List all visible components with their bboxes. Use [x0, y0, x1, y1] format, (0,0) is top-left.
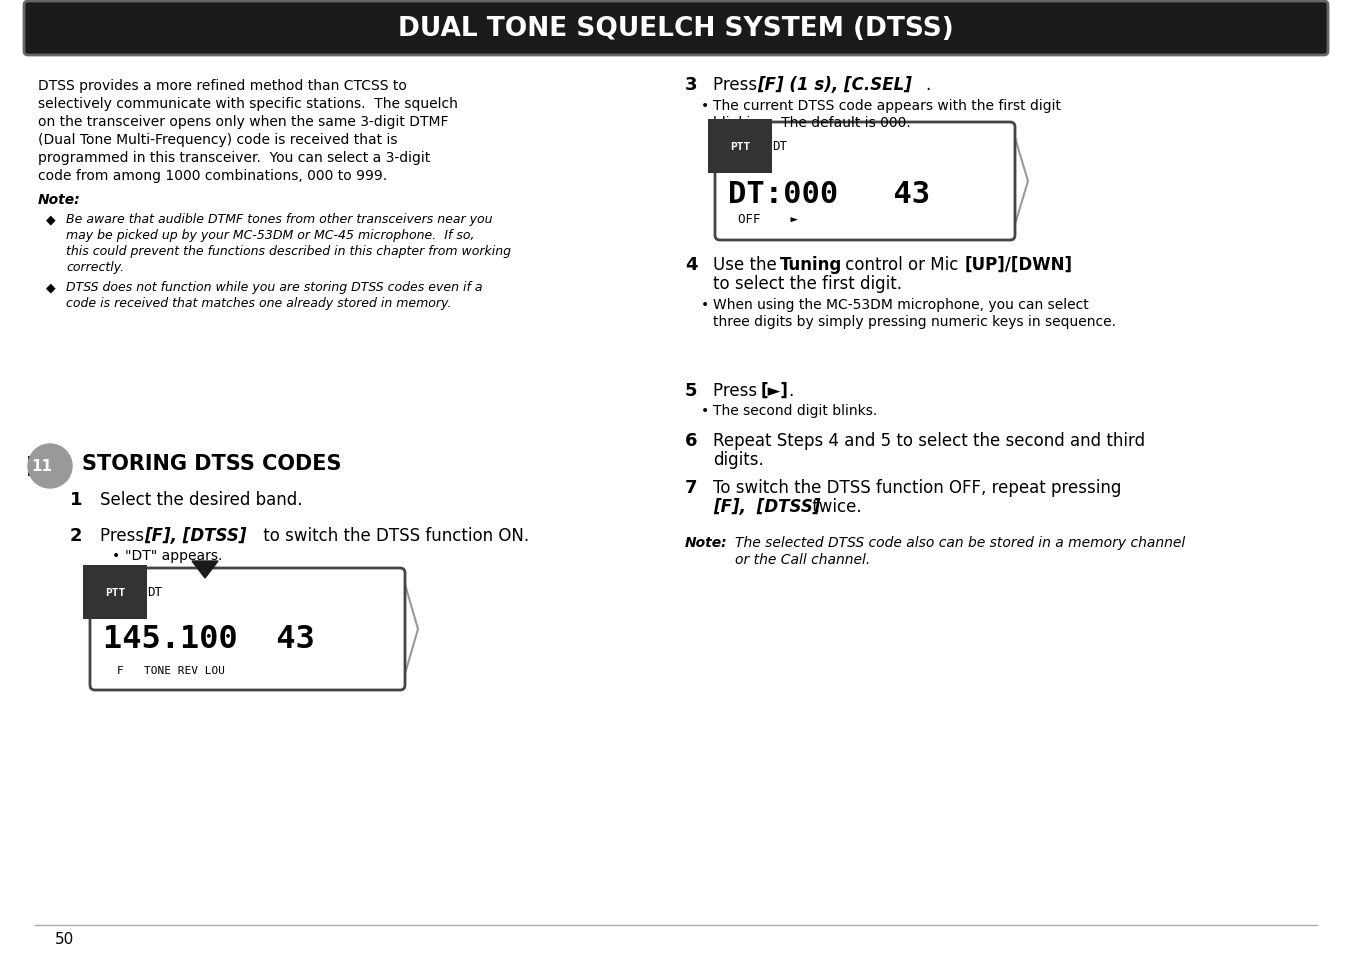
Text: blinking.  The default is 000.: blinking. The default is 000.	[713, 116, 911, 130]
Text: Press: Press	[713, 76, 763, 94]
Text: PTT: PTT	[105, 587, 126, 598]
Text: •: •	[700, 297, 710, 312]
Polygon shape	[192, 561, 218, 578]
Text: Tuning: Tuning	[780, 255, 842, 274]
Text: digits.: digits.	[713, 451, 764, 469]
Text: to select the first digit.: to select the first digit.	[713, 274, 902, 293]
FancyBboxPatch shape	[24, 2, 1328, 56]
Text: [F],: [F],	[713, 497, 746, 516]
Text: selectively communicate with specific stations.  The squelch: selectively communicate with specific st…	[38, 97, 458, 111]
Text: DTSS does not function while you are storing DTSS codes even if a: DTSS does not function while you are sto…	[66, 281, 483, 294]
Text: 50: 50	[55, 931, 74, 946]
Text: 3: 3	[685, 76, 698, 94]
Text: [F], [DTSS]: [F], [DTSS]	[145, 526, 246, 544]
Text: [F] (1 s), [C.SEL]: [F] (1 s), [C.SEL]	[757, 76, 911, 94]
Text: The second digit blinks.: The second digit blinks.	[713, 403, 877, 417]
Text: 6: 6	[685, 432, 698, 450]
Text: on the transceiver opens only when the same 3-digit DTMF: on the transceiver opens only when the s…	[38, 115, 449, 129]
FancyBboxPatch shape	[91, 568, 406, 690]
Text: [►]: [►]	[761, 381, 788, 399]
Text: •: •	[700, 403, 710, 417]
Text: DTSS provides a more refined method than CTCSS to: DTSS provides a more refined method than…	[38, 79, 407, 92]
Text: 1: 1	[70, 491, 82, 509]
Text: Note:: Note:	[38, 193, 81, 207]
Text: ◆: ◆	[46, 213, 55, 226]
Text: PTT: PTT	[730, 142, 750, 152]
Text: three digits by simply pressing numeric keys in sequence.: three digits by simply pressing numeric …	[713, 314, 1115, 329]
Text: 4: 4	[685, 255, 698, 274]
Text: (Dual Tone Multi-Frequency) code is received that is: (Dual Tone Multi-Frequency) code is rece…	[38, 132, 397, 147]
Text: •: •	[112, 548, 120, 562]
Text: •: •	[700, 99, 710, 112]
Text: DUAL TONE SQUELCH SYSTEM (DTSS): DUAL TONE SQUELCH SYSTEM (DTSS)	[397, 16, 955, 42]
Text: DT:000   43: DT:000 43	[727, 180, 930, 209]
Text: ◆: ◆	[46, 281, 55, 294]
Text: Press: Press	[713, 381, 763, 399]
Text: F   TONE REV LOU: F TONE REV LOU	[118, 665, 224, 676]
Text: twice.: twice.	[807, 497, 861, 516]
Text: Repeat Steps 4 and 5 to select the second and third: Repeat Steps 4 and 5 to select the secon…	[713, 432, 1145, 450]
Text: Use the: Use the	[713, 255, 781, 274]
Text: may be picked up by your MC-53DM or MC-45 microphone.  If so,: may be picked up by your MC-53DM or MC-4…	[66, 229, 475, 242]
Text: .: .	[788, 381, 794, 399]
Text: The selected DTSS code also can be stored in a memory channel: The selected DTSS code also can be store…	[735, 536, 1186, 550]
Text: To switch the DTSS function OFF, repeat pressing: To switch the DTSS function OFF, repeat …	[713, 478, 1126, 497]
Text: .: .	[925, 76, 930, 94]
Text: When using the MC-53DM microphone, you can select: When using the MC-53DM microphone, you c…	[713, 297, 1088, 312]
Text: Press: Press	[100, 526, 149, 544]
Text: 7: 7	[685, 478, 698, 497]
Text: correctly.: correctly.	[66, 261, 124, 274]
Text: 2: 2	[70, 526, 82, 544]
Text: [DTSS]: [DTSS]	[750, 497, 821, 516]
FancyBboxPatch shape	[715, 123, 1015, 241]
Text: Select the desired band.: Select the desired band.	[100, 491, 303, 509]
Text: DT: DT	[147, 585, 162, 598]
Text: [UP]/[DWN]: [UP]/[DWN]	[965, 255, 1073, 274]
Text: DT: DT	[772, 140, 787, 152]
Text: this could prevent the functions described in this chapter from working: this could prevent the functions describ…	[66, 245, 511, 257]
Text: 5: 5	[685, 381, 698, 399]
Text: 145.100  43: 145.100 43	[103, 623, 315, 655]
Text: to switch the DTSS function ON.: to switch the DTSS function ON.	[258, 526, 529, 544]
FancyBboxPatch shape	[28, 456, 55, 476]
Text: or the Call channel.: or the Call channel.	[735, 553, 871, 566]
Text: Be aware that audible DTMF tones from other transceivers near you: Be aware that audible DTMF tones from ot…	[66, 213, 492, 226]
Text: code is received that matches one already stored in memory.: code is received that matches one alread…	[66, 296, 452, 310]
Circle shape	[28, 444, 72, 489]
Text: "DT" appears.: "DT" appears.	[124, 548, 222, 562]
Text: programmed in this transceiver.  You can select a 3-digit: programmed in this transceiver. You can …	[38, 151, 430, 165]
Text: STORING DTSS CODES: STORING DTSS CODES	[82, 454, 342, 474]
Text: 11: 11	[31, 459, 53, 474]
Text: OFF    ►: OFF ►	[738, 213, 798, 226]
Text: The current DTSS code appears with the first digit: The current DTSS code appears with the f…	[713, 99, 1061, 112]
Text: control or Mic: control or Mic	[840, 255, 964, 274]
Text: Note:: Note:	[685, 536, 727, 550]
Text: code from among 1000 combinations, 000 to 999.: code from among 1000 combinations, 000 t…	[38, 169, 387, 183]
